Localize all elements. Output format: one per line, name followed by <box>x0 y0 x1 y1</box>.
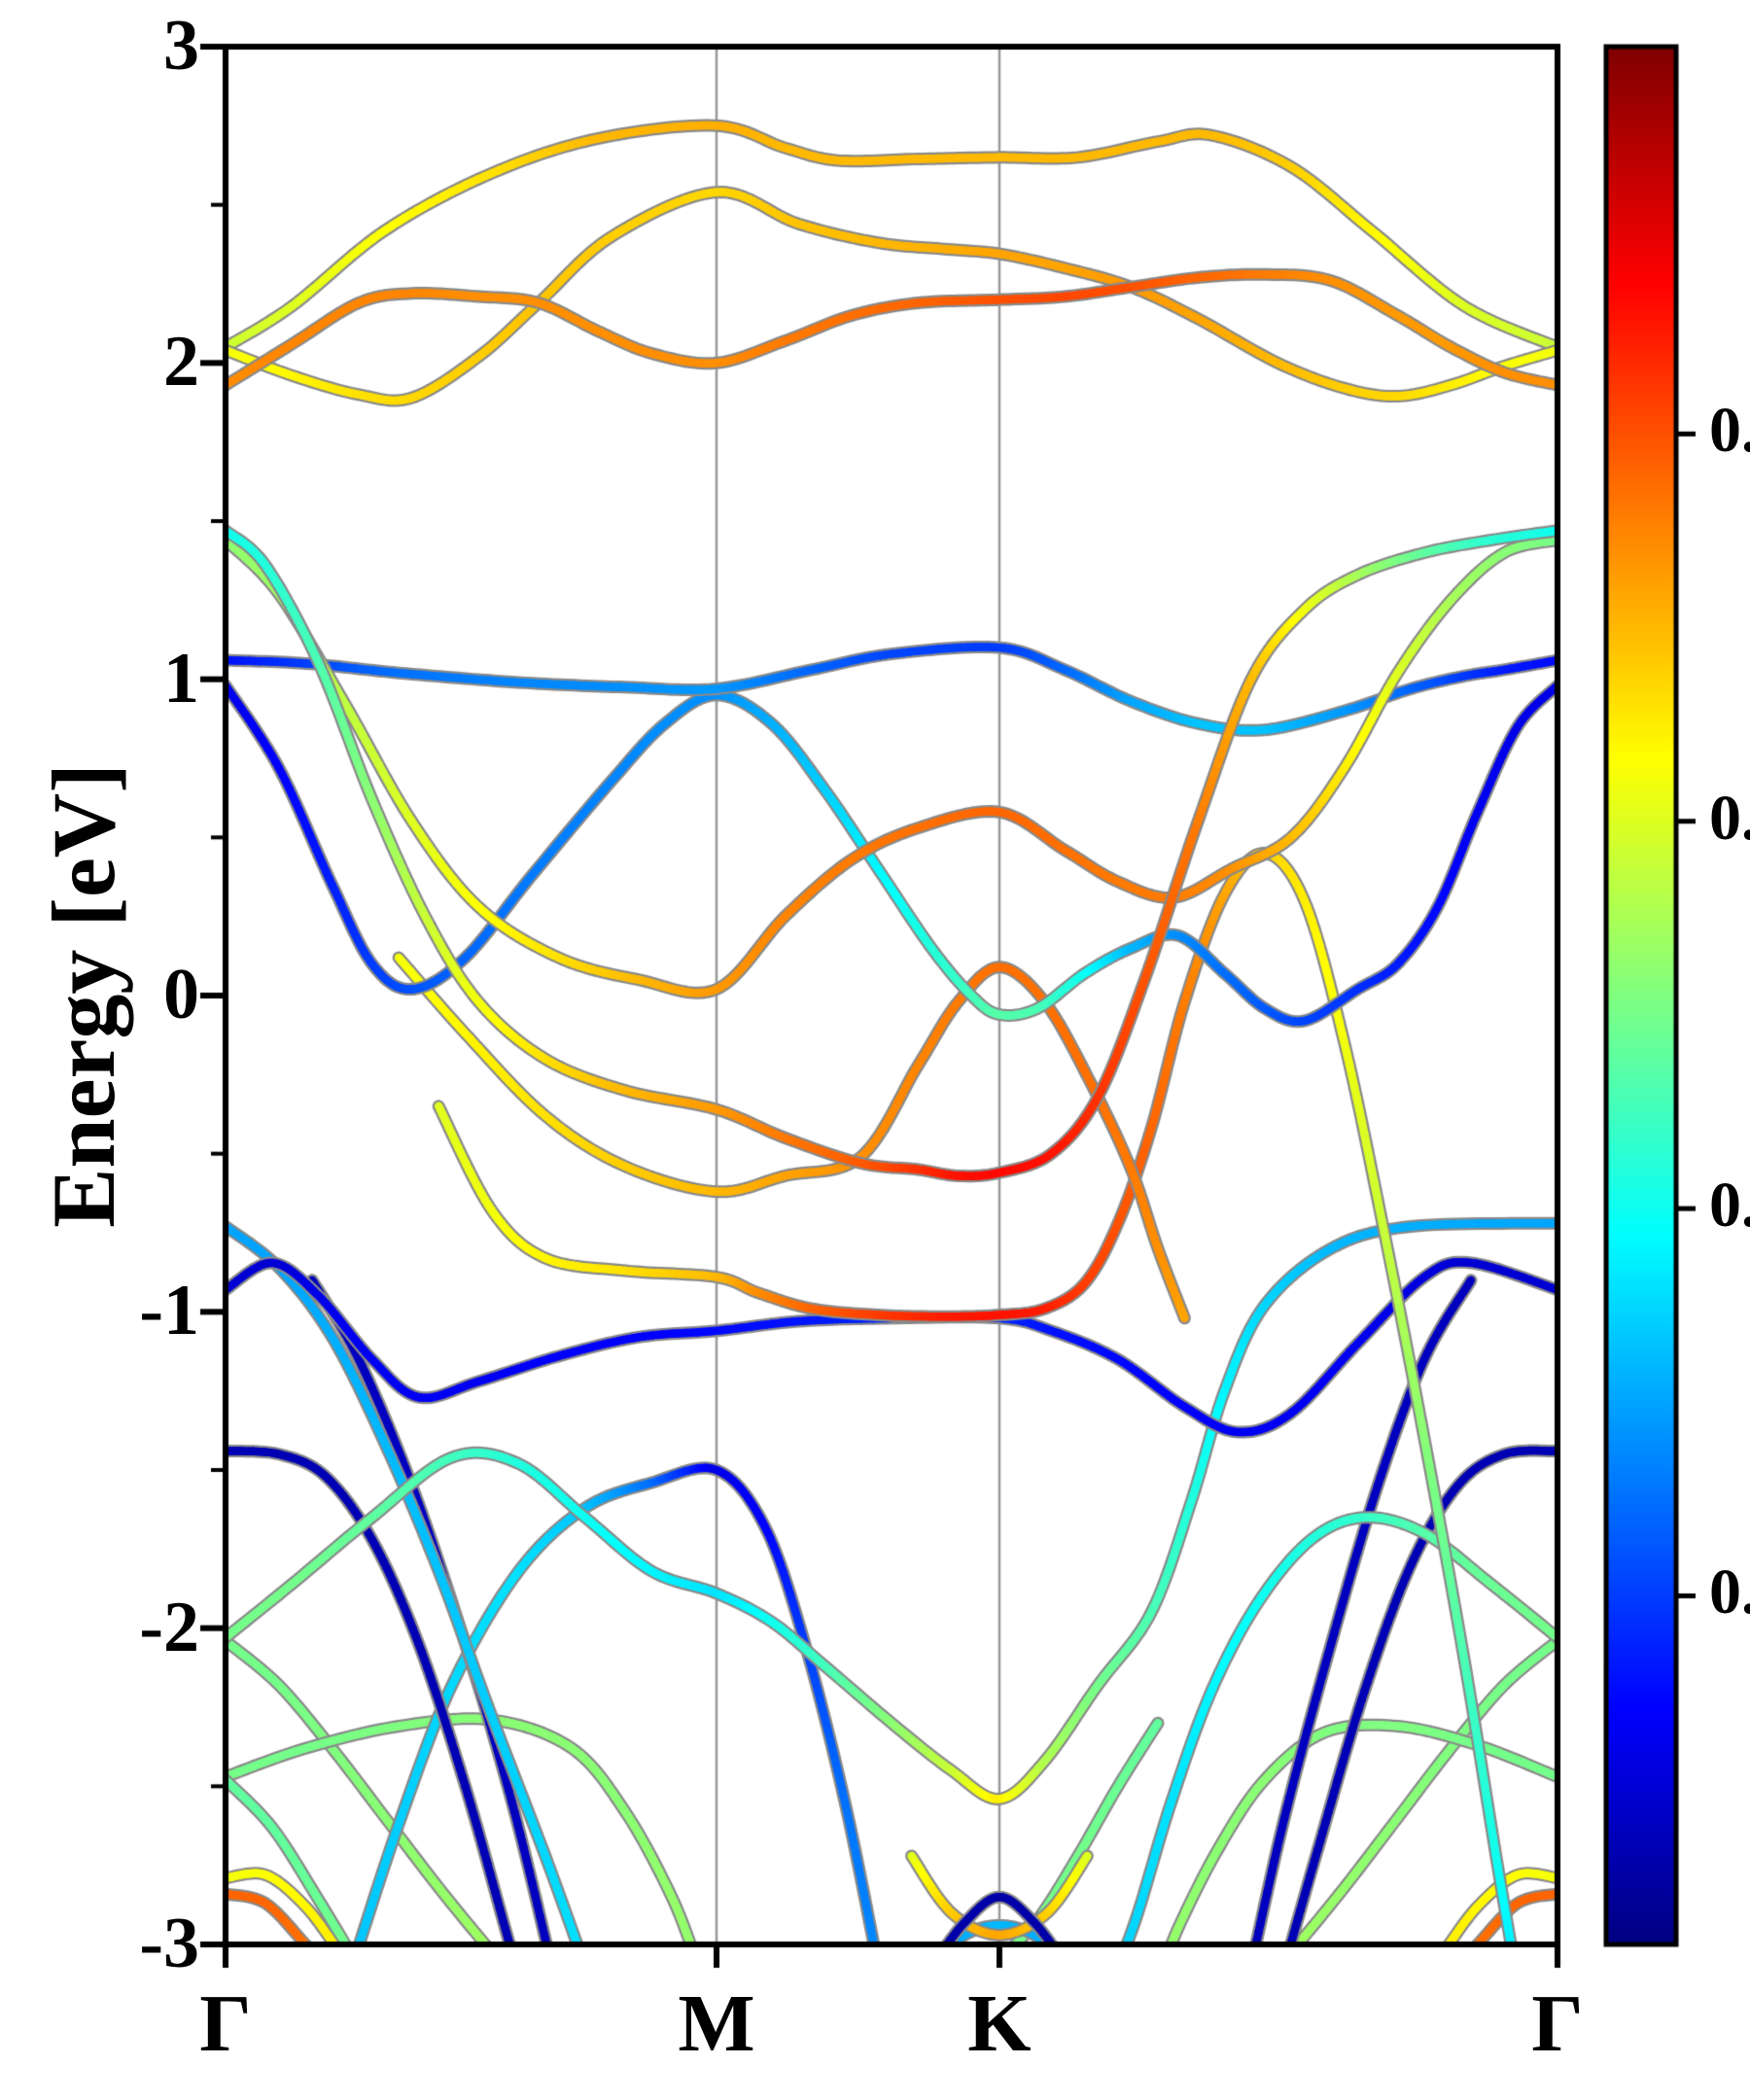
y-tick-label-3: 3 <box>163 6 199 86</box>
y-tick-label-2: 2 <box>163 322 199 402</box>
y-tick-label--2: -2 <box>139 1587 199 1667</box>
y-tick-label--3: -3 <box>139 1904 199 1983</box>
x-tick-label-2-K: K <box>967 1978 1032 2069</box>
x-tick-label-0-Γ: Γ <box>199 1978 252 2069</box>
y-tick-label--1: -1 <box>139 1271 199 1351</box>
y-tick-label-0: 0 <box>163 955 199 1034</box>
y-tick-label-1: 1 <box>163 638 199 718</box>
colorbar-tick-label-0.6: 0.6 <box>1709 782 1750 854</box>
colorbar-tick-label-0.4: 0.4 <box>1709 1170 1750 1242</box>
colorbar-tick-label-0.8: 0.8 <box>1709 395 1750 467</box>
colorbar-tick-label-0.2: 0.2 <box>1709 1557 1750 1628</box>
x-tick-label-3-Γ: Γ <box>1531 1978 1584 2069</box>
x-tick-label-1-M: M <box>678 1978 755 2069</box>
